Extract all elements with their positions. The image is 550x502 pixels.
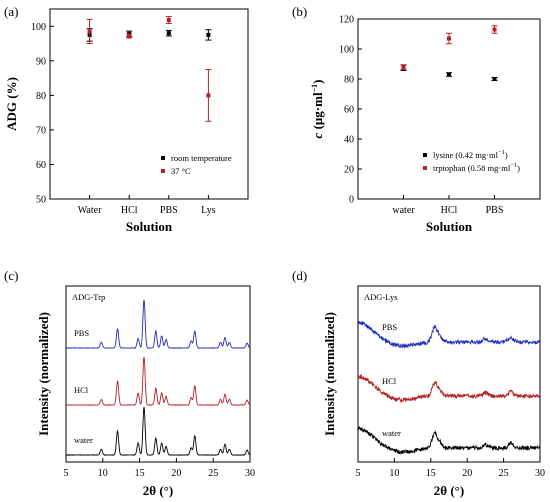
x-tick-label: Lys [201,205,216,216]
trace-label: HCl [74,385,89,395]
panel-b-ylabel-close: ) [310,80,325,84]
legend-label-main: trptophan (0.58 mg·ml [433,163,511,173]
x-tick-label: 10 [98,468,108,479]
y-tick-label: 120 [339,15,354,26]
y-tick-label: 60 [344,105,354,116]
x-tick-label: 5 [64,468,69,479]
legend-label-main: lysine (0.42 mg·ml [433,150,499,160]
panel-d-plot: 5 10 15 20 25 30 ADG-Lys water HCl PBS [356,292,546,479]
panel-a-xlabel: Solution [126,219,173,234]
trace-label: HCl [382,376,397,386]
y-tick-label: 70 [36,125,46,136]
legend-label: trptophan (0.58 mg·ml−1) [433,162,520,173]
panel-d-frame [357,285,541,463]
legend-label: lysine (0.42 mg·ml−1) [433,149,508,160]
y-tick-label: 20 [344,165,354,176]
x-tick-label: 20 [462,468,472,479]
data-point [447,72,451,77]
y-tick-label: 80 [36,91,46,102]
panel-c-plot: 5 10 15 20 25 30 ADG-Trp water HCl PBS [64,292,256,479]
data-point [166,31,171,36]
x-tick-label: HCl [121,205,138,216]
x-tick-label: 20 [171,468,181,479]
panel-c-ylabel: Intensity (normalized) [36,312,51,436]
xrd-trace [66,357,251,406]
panel-b-xlabel: Solution [426,219,473,234]
x-tick-label: 30 [535,468,545,479]
legend-label-close: ) [517,163,520,173]
panel-b: (b) 0 20 40 60 80 100 120 water HCl PBS lysine (0.… [292,4,541,234]
legend-label: room temperature [171,153,232,163]
x-tick-label: 15 [135,468,145,479]
legend-label-sup: −1 [498,149,505,156]
panel-a-frame [49,8,249,200]
x-tick-label: Water [78,205,102,216]
panel-b-ylabel-var: c [310,132,325,138]
panel-a-plot: 50 60 70 80 90 100 Water HCl PBS Lys room temperat… [31,16,232,216]
y-tick-label: 50 [36,195,46,206]
data-point [401,65,406,69]
panel-b-ylabel-unit: (μg·ml [310,92,325,133]
trace-label: PBS [74,328,89,338]
panel-d-ylabel: Intensity (normalized) [322,312,337,436]
data-point [206,93,211,98]
panel-c-xlabel: 2θ (°) [143,483,173,498]
y-tick-label: 100 [339,45,354,56]
panel-a-letter: (a) [4,4,18,19]
data-point [166,18,171,23]
data-point [87,29,92,34]
x-tick-label: 25 [499,468,509,479]
panel-b-ylabel: c (μg·ml−1) [310,80,325,139]
trace-label: PBS [382,322,397,332]
legend-marker [423,166,427,170]
trace-label: water [74,435,93,445]
x-tick-label: 10 [389,468,399,479]
legend-marker [161,156,165,160]
panel-d: (d) 5 10 15 20 25 30 ADG-Lys water HCl PBS 2θ (°)… [292,268,545,498]
data-point [447,36,451,41]
legend-marker [161,169,165,173]
legend-label-sup: −1 [510,162,517,169]
y-tick-label: 100 [31,22,46,33]
panel-d-xlabel: 2θ (°) [434,483,464,498]
panel-b-ylabel-sup: −1 [310,84,319,93]
panel-b-letter: (b) [292,4,307,19]
panel-a-ylabel: ADG (%) [4,77,19,131]
x-tick-label: 30 [245,468,255,479]
legend-label-close: ) [505,150,508,160]
legend-marker [423,153,427,157]
x-tick-label: PBS [160,205,178,216]
panel-a: (a) 50 60 70 80 90 100 Water HCl PBS Lys room temp… [4,4,249,234]
xrd-trace [357,426,541,456]
y-tick-label: 80 [344,75,354,86]
xrd-trace [357,373,541,404]
data-point [127,33,132,38]
panel-c-letter: (c) [4,268,18,283]
panel-c: (c) 5 10 15 20 25 30 ADG-Trp water HCl PBS 2θ (°)… [4,268,255,498]
y-tick-label: 90 [36,56,46,67]
panel-c-frame [65,285,251,463]
legend-label: 37 °C [171,166,191,176]
data-point [492,77,497,81]
y-tick-label: 60 [36,160,46,171]
inset-label: ADG-Lys [364,292,398,302]
x-tick-label: PBS [486,205,504,216]
panel-b-plot: 0 20 40 60 80 100 120 water HCl PBS lysine (0.42 m… [339,15,520,217]
y-tick-label: 0 [349,195,354,206]
x-tick-label: 5 [356,468,361,479]
inset-label: ADG-Trp [72,292,105,302]
trace-label: water [382,428,401,438]
data-point [492,27,497,32]
xrd-trace [65,407,251,456]
panel-d-letter: (d) [292,268,307,283]
x-tick-label: water [392,205,415,216]
data-point [206,32,211,37]
x-tick-label: 15 [426,468,436,479]
xrd-trace [357,320,541,349]
xrd-trace [65,299,251,349]
y-tick-label: 40 [344,135,354,146]
x-tick-label: HCl [441,205,458,216]
x-tick-label: 25 [208,468,218,479]
